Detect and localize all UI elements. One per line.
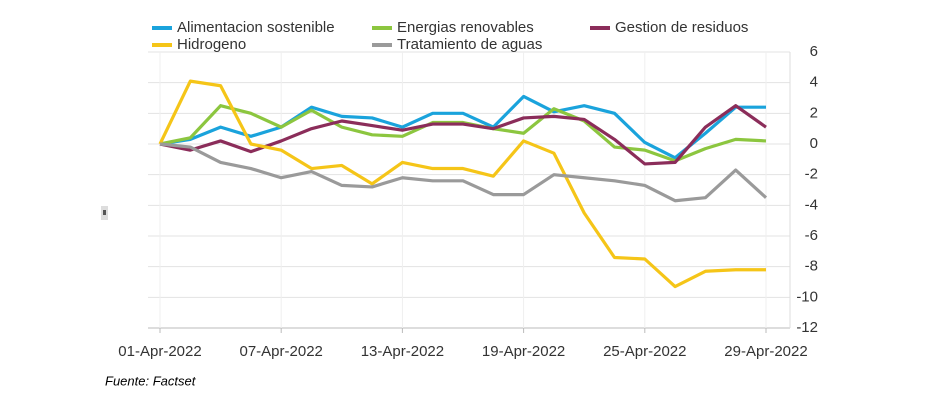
y-tick-label: -6: [805, 227, 818, 244]
x-tick-label: 01-Apr-2022: [118, 343, 201, 360]
y-tick-label: 2: [810, 104, 818, 121]
legend-label: Energias renovables: [397, 19, 534, 36]
y-tick-label: -2: [805, 166, 818, 183]
legend-label: Hidrogeno: [177, 36, 246, 53]
x-tick-label: 07-Apr-2022: [240, 343, 323, 360]
series-line: [159, 142, 768, 203]
y-tick-label: -8: [805, 258, 818, 275]
y-tick-label: -12: [796, 319, 818, 336]
series-line: [159, 104, 767, 166]
series-line: [158, 79, 766, 289]
y-tick-label: 6: [810, 43, 818, 60]
x-tick-label: 25-Apr-2022: [603, 343, 686, 360]
source-note: Fuente: Factset: [105, 373, 197, 388]
y-tick-label: -10: [796, 288, 818, 305]
y-tick-label: 4: [810, 74, 818, 91]
x-tick-label: 29-Apr-2022: [724, 343, 807, 360]
x-tick-label: 19-Apr-2022: [482, 343, 565, 360]
legend-label: Gestion de residuos: [615, 19, 748, 36]
x-tick-label: 13-Apr-2022: [361, 343, 444, 360]
legend-label: Tratamiento de aguas: [397, 36, 542, 53]
y-tick-label: 0: [810, 135, 818, 152]
series-line: [159, 94, 766, 160]
y-tick-label: -4: [805, 196, 818, 213]
side-handle-dot: [103, 210, 106, 215]
legend-label: Alimentacion sostenible: [177, 19, 335, 36]
